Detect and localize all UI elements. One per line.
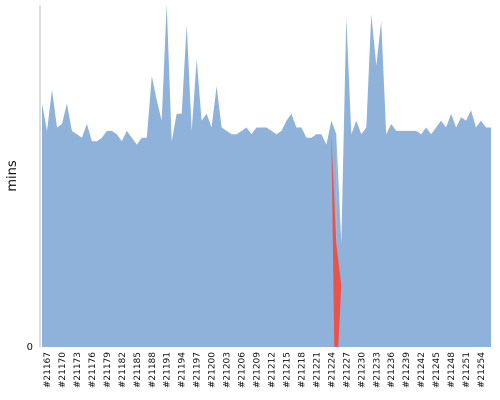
x-tick-label: #21176 [88, 352, 98, 388]
x-tick-label: #21221 [312, 352, 322, 388]
x-tick-label: #21203 [223, 352, 233, 388]
x-tick-label: #21194 [178, 352, 188, 388]
x-tick-label: #21212 [268, 352, 278, 388]
x-tick-label: #21251 [462, 352, 472, 388]
x-tick-label: #21200 [208, 352, 218, 388]
x-tick-label: #21179 [103, 352, 113, 388]
x-tick-label: #21185 [133, 352, 143, 388]
x-tick-label: #21197 [193, 352, 203, 388]
highlighted-build-mark [331, 134, 342, 347]
x-tick-label: #21236 [387, 352, 397, 388]
x-tick-label: #21206 [238, 352, 248, 388]
x-tick-label: #21242 [417, 352, 427, 388]
x-tick-label: #21173 [73, 352, 83, 388]
x-tick-label: #21191 [163, 352, 173, 388]
y-tick-label-0: 0 [27, 342, 33, 353]
chart-marks [42, 4, 491, 348]
x-tick-label: #21254 [477, 352, 487, 388]
series-area-left [42, 4, 337, 347]
x-tick-label: #21215 [283, 352, 293, 388]
x-tick-label: #21248 [447, 352, 457, 388]
x-tick-label: #21182 [118, 352, 128, 388]
x-tick-label: #21224 [327, 352, 337, 388]
x-tick-label: #21209 [253, 352, 263, 388]
x-tick-labels: #21167 #21170 #21173 #21176 #21179 #21182 #211… [43, 352, 487, 388]
x-tick-label: #21227 [342, 352, 352, 388]
x-tick-label: #21167 [43, 352, 53, 388]
series-area-right [336, 14, 491, 348]
x-tick-label: #21245 [432, 352, 442, 388]
x-tick-label: #21239 [402, 352, 412, 388]
x-tick-label: #21233 [372, 352, 382, 388]
x-tick-label: #21218 [297, 352, 307, 388]
x-tick-label: #21170 [58, 352, 68, 388]
x-tick-label: #21188 [148, 352, 158, 388]
y-axis-title: mins [5, 160, 20, 192]
x-tick-label: #21230 [357, 352, 367, 388]
